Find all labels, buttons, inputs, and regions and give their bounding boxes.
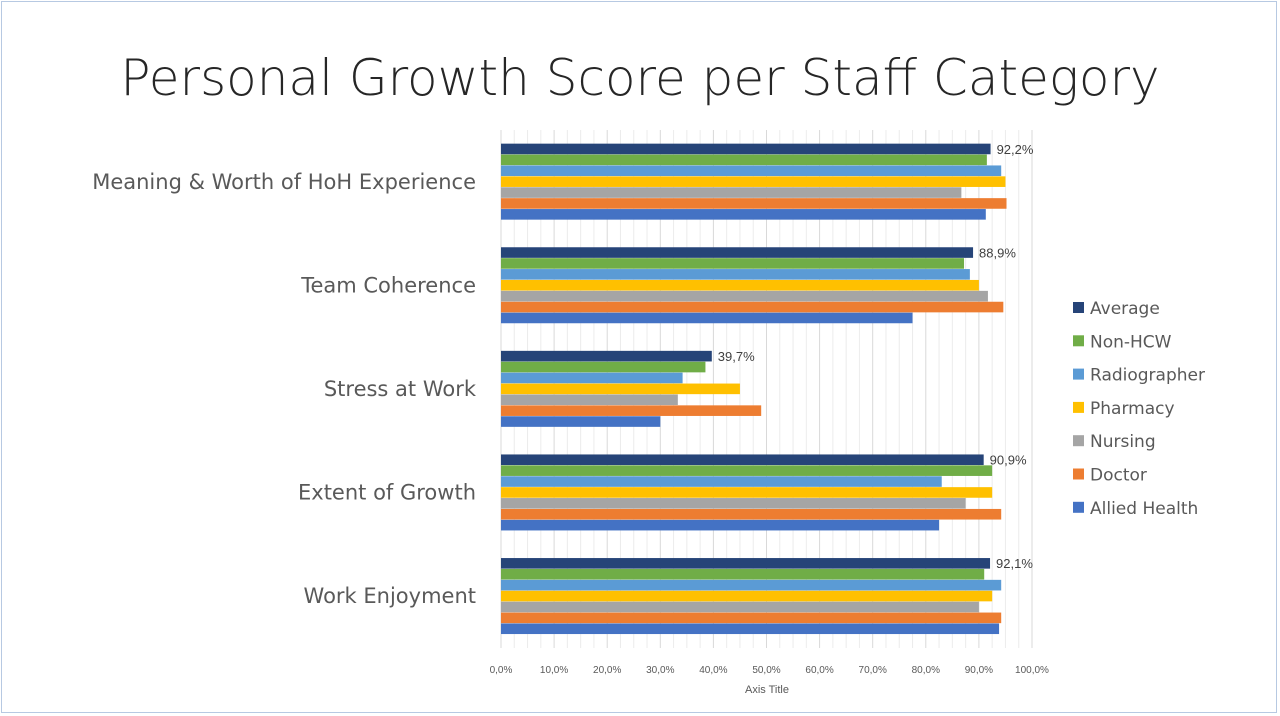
data-label: 92,1% [996, 556, 1033, 571]
legend-label: Average [1090, 299, 1160, 319]
bar [501, 487, 993, 498]
x-tick-label: 80,0% [912, 665, 940, 676]
category-label: Work Enjoyment [304, 584, 476, 608]
legend-swatch [1073, 468, 1084, 480]
x-tick-label: 40,0% [699, 665, 727, 676]
bar [501, 247, 974, 258]
category-label: Team Coherence [300, 273, 476, 297]
bar [501, 301, 1004, 313]
legend-swatch [1073, 401, 1084, 413]
x-axis-title: Axis Title [745, 684, 789, 696]
bar [501, 623, 1000, 635]
x-tick-label: 70,0% [859, 665, 887, 676]
data-label: 92,2% [997, 142, 1034, 157]
legend-swatch [1073, 302, 1084, 313]
legend: Average Non-HCW Radiographer Pharmacy Nursin… [1073, 299, 1205, 519]
bar [501, 187, 962, 198]
legend-swatch [1073, 335, 1084, 347]
bar [501, 579, 1002, 591]
legend-swatch [1073, 435, 1084, 447]
category-labels: Meaning & Worth of HoH Experience Team Co… [92, 170, 477, 608]
bar [501, 601, 979, 613]
category-label: Meaning & Worth of HoH Experience [92, 170, 476, 194]
legend-label: Radiographer [1090, 366, 1205, 386]
bar [501, 176, 1006, 187]
bar [501, 165, 1002, 177]
bar [501, 465, 993, 476]
legend-label: Nursing [1090, 432, 1156, 452]
bar [501, 269, 970, 280]
bar [501, 519, 940, 531]
legend-swatch [1073, 368, 1084, 380]
x-tick-label: 90,0% [965, 665, 993, 676]
data-label: 88,9% [979, 245, 1016, 260]
bars [501, 143, 1007, 635]
legend-swatch [1073, 501, 1084, 513]
x-tick-label: 10,0% [540, 665, 568, 676]
category-label: Stress at Work [324, 377, 477, 401]
bar [501, 372, 683, 384]
bar [501, 612, 1002, 624]
legend-label: Allied Health [1090, 499, 1198, 519]
bar [501, 290, 988, 302]
bar [501, 383, 740, 395]
category-label: Extent of Growth [298, 481, 476, 505]
bar [501, 590, 993, 602]
legend-label: Pharmacy [1090, 399, 1175, 419]
chart-title: Personal Growth Score per Staff Category [120, 49, 1159, 107]
bar [501, 405, 762, 416]
bar [501, 258, 965, 269]
bar [501, 508, 1002, 520]
x-tick-label: 0,0% [490, 665, 513, 676]
x-tick-label: 100,0% [1015, 665, 1049, 676]
legend-label: Doctor [1090, 466, 1147, 486]
legend-label: Non-HCW [1090, 332, 1172, 352]
x-tick-label: 60,0% [805, 665, 833, 676]
bar [501, 558, 991, 569]
bar [501, 279, 979, 291]
data-labels: 92,2% 88,9% 39,7% 90,9% 92,1% [718, 142, 1034, 571]
bar [501, 198, 1007, 209]
bar [501, 209, 986, 220]
bar [501, 568, 985, 580]
x-axis-ticks: 0,0% 10,0% 20,0% 30,0% 40,0% 50,0% 60,0% 70,0% 8… [490, 665, 1049, 676]
data-label: 90,9% [990, 453, 1027, 468]
bar [501, 498, 966, 509]
bar [501, 454, 984, 466]
x-tick-label: 30,0% [646, 665, 674, 676]
bar [501, 154, 987, 166]
bar [501, 312, 913, 324]
bar [501, 361, 706, 373]
data-label: 39,7% [718, 349, 755, 364]
bar [501, 416, 661, 427]
bar [501, 476, 942, 487]
bar [501, 350, 712, 362]
x-tick-label: 50,0% [752, 665, 780, 676]
bar [501, 143, 991, 155]
bar [501, 394, 678, 406]
x-tick-label: 20,0% [593, 665, 621, 676]
